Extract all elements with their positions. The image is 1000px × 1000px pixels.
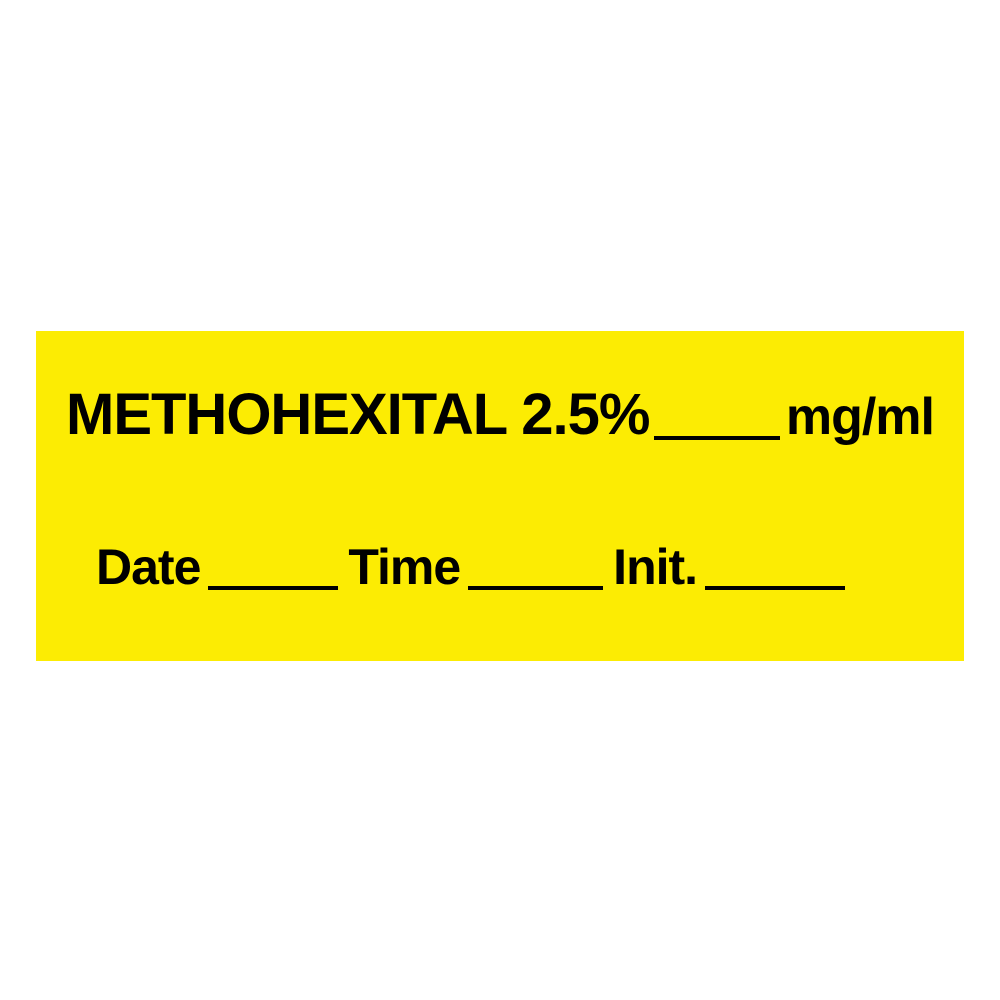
unit-label: mg/ml	[786, 387, 934, 447]
drug-name: METHOHEXITAL 2.5%	[66, 381, 650, 448]
time-blank	[468, 586, 603, 590]
init-label: Init.	[613, 538, 697, 596]
time-label: Time	[348, 538, 460, 596]
init-blank	[705, 586, 845, 590]
date-label: Date	[96, 538, 200, 596]
concentration-blank	[654, 436, 780, 440]
fields-row: Date Time Init.	[66, 538, 934, 596]
drug-row: METHOHEXITAL 2.5% mg/ml	[66, 381, 934, 448]
date-blank	[208, 586, 338, 590]
medication-label: METHOHEXITAL 2.5% mg/ml Date Time Init.	[36, 331, 964, 661]
